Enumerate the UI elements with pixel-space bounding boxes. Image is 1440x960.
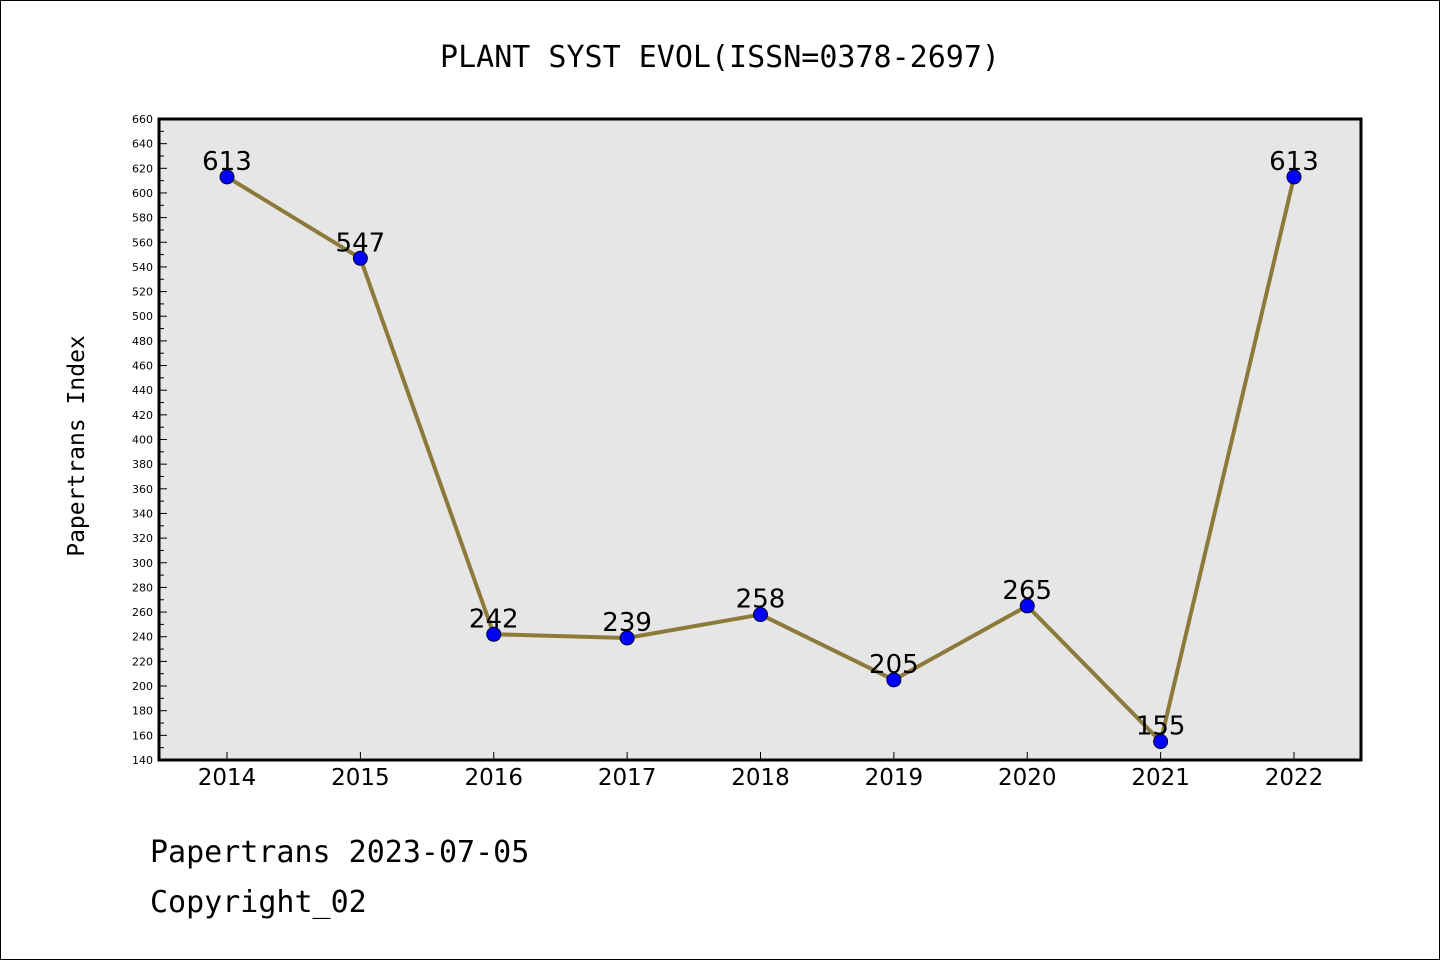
y-tick-label: 440 (132, 384, 153, 397)
y-tick-label: 660 (132, 113, 153, 126)
data-value-label: 239 (602, 608, 652, 638)
y-tick-label: 580 (132, 212, 153, 225)
y-tick-label: 480 (132, 335, 153, 348)
plot-area (157, 117, 1363, 762)
data-point-marker (619, 630, 635, 646)
y-tick-label: 600 (132, 187, 153, 200)
y-tick-label: 620 (132, 162, 153, 175)
y-tick-label: 400 (132, 434, 153, 447)
x-tick-label: 2018 (731, 765, 790, 791)
footer-copyright: Copyright_02 (150, 885, 367, 920)
footer-date: Papertrans 2023-07-05 (150, 835, 530, 870)
x-tick-label: 2014 (198, 765, 257, 791)
data-labels: 613 547 242 239 258 205 265 155 613 (202, 147, 1319, 742)
y-tick-label: 200 (132, 680, 153, 693)
y-tick-label: 360 (132, 483, 153, 496)
data-point-marker (352, 250, 368, 266)
y-tick-label: 220 (132, 655, 153, 668)
x-tick-label: 2022 (1265, 765, 1324, 791)
data-point-marker (753, 607, 768, 623)
data-value-label: 258 (736, 585, 786, 615)
y-axis-label: Papertrans Index (64, 335, 90, 557)
y-tick-label: 640 (132, 138, 153, 151)
x-tick-label: 2021 (1131, 765, 1190, 791)
data-value-label: 265 (1002, 576, 1052, 606)
x-tick-label: 2016 (464, 765, 523, 791)
data-value-label: 205 (869, 650, 919, 680)
y-tick-label: 500 (132, 310, 153, 323)
data-point-marker (1153, 734, 1169, 750)
y-tick-label: 280 (132, 581, 153, 594)
y-tick-label: 260 (132, 606, 153, 619)
x-tick-label: 2020 (998, 765, 1057, 791)
y-tick-label: 140 (132, 754, 153, 767)
y-tick-label: 560 (132, 236, 153, 249)
y-tick-label: 520 (132, 286, 153, 299)
data-value-label: 155 (1136, 712, 1186, 742)
x-tick-label: 2017 (598, 765, 657, 791)
y-tick-label: 180 (132, 705, 153, 718)
data-value-label: 547 (336, 228, 386, 258)
x-tick-label: 2019 (865, 765, 924, 791)
x-axis: 2014 2015 2016 2017 2018 2019 2020 2021 2022 (198, 752, 1324, 791)
y-tick-label: 320 (132, 532, 153, 545)
y-tick-label: 340 (132, 507, 153, 520)
y-tick-label: 300 (132, 557, 153, 570)
data-value-label: 613 (202, 147, 252, 177)
y-tick-label: 540 (132, 261, 153, 274)
y-tick-label: 160 (132, 729, 153, 742)
data-point-marker (219, 169, 235, 185)
y-axis: 140 160 180 200 220 240 260 280 300 320 340 360 380 4… (132, 113, 167, 767)
data-value-label: 242 (469, 604, 519, 634)
y-tick-label: 460 (132, 360, 153, 373)
data-value-label: 613 (1269, 147, 1319, 177)
y-tick-label: 420 (132, 409, 153, 422)
data-point-marker (1286, 169, 1302, 185)
data-point-marker (486, 626, 502, 642)
y-tick-label: 380 (132, 458, 153, 471)
y-tick-label: 240 (132, 631, 153, 644)
chart-title: PLANT SYST EVOL(ISSN=0378-2697) (440, 40, 1000, 75)
data-point-marker (1019, 598, 1035, 614)
data-point-marker (886, 672, 902, 688)
x-tick-label: 2015 (331, 765, 390, 791)
series-markers (219, 169, 1302, 750)
